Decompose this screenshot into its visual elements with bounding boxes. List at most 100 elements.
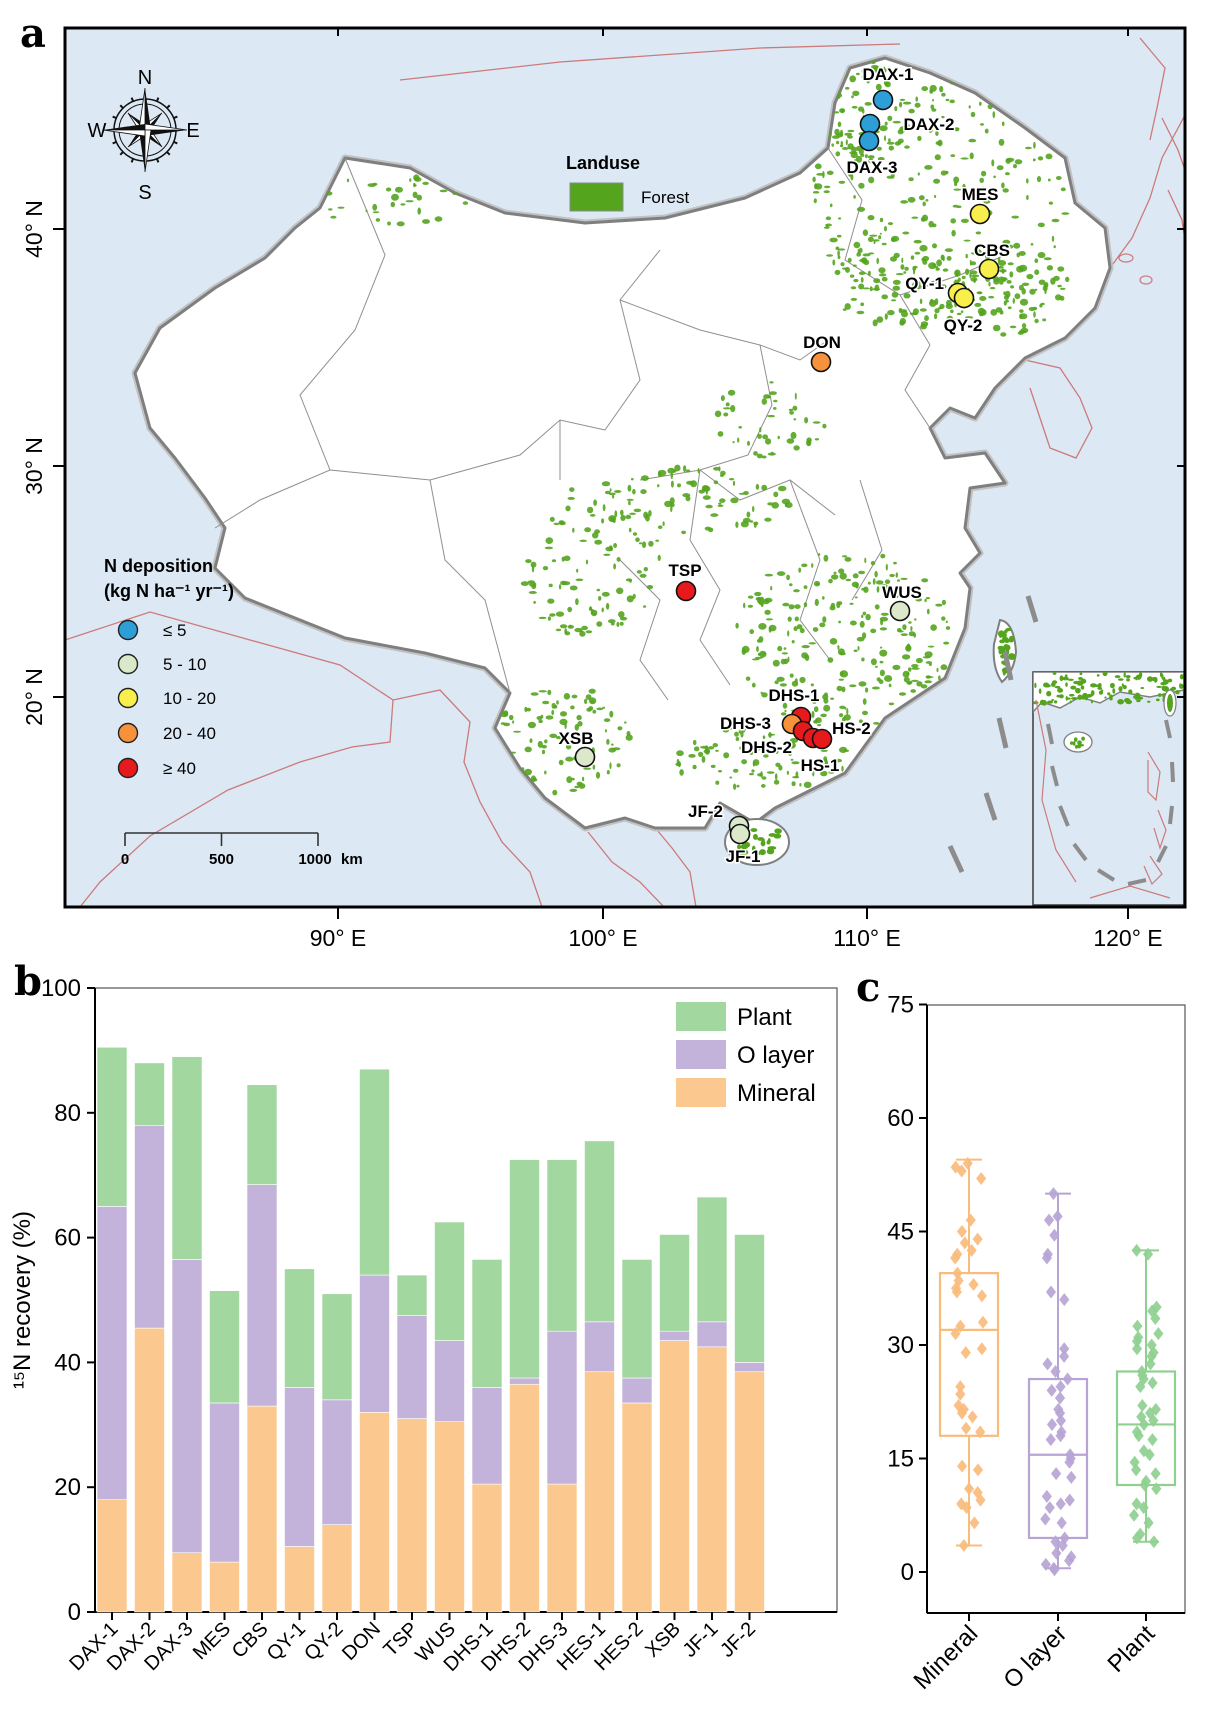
forest-patch bbox=[858, 570, 866, 575]
forest-patch bbox=[595, 771, 601, 779]
forest-patch bbox=[700, 745, 708, 749]
compass-n-label: N bbox=[138, 67, 152, 89]
forest-patch bbox=[839, 572, 847, 580]
forest-patch bbox=[840, 262, 845, 267]
forest-patch bbox=[571, 777, 575, 781]
forest-patch bbox=[1002, 188, 1009, 193]
forest-patch bbox=[830, 697, 834, 700]
forest-patch bbox=[822, 616, 827, 623]
forest-patch bbox=[793, 626, 798, 632]
forest-patch bbox=[743, 602, 746, 609]
scatter-point bbox=[1136, 1410, 1147, 1424]
scatter-point bbox=[1046, 1383, 1057, 1397]
forest-patch bbox=[913, 268, 916, 275]
forest-patch bbox=[548, 583, 553, 588]
forest-patch bbox=[1053, 275, 1060, 281]
forest-patch bbox=[853, 649, 858, 653]
forest-patch bbox=[735, 521, 739, 528]
forest-patch bbox=[538, 690, 547, 693]
forest-patch bbox=[1038, 279, 1046, 285]
forest-patch bbox=[736, 784, 740, 788]
forest-patch bbox=[839, 705, 846, 709]
forest-patch bbox=[823, 704, 831, 712]
forest-patch bbox=[413, 184, 417, 187]
forest-patch bbox=[761, 692, 768, 698]
site-marker-cbs bbox=[978, 258, 1000, 280]
scatter-point bbox=[1056, 1516, 1067, 1530]
forest-patch bbox=[910, 255, 915, 260]
forest-patch bbox=[409, 178, 412, 182]
forest-patch bbox=[864, 154, 868, 159]
scatter-point bbox=[1147, 1433, 1158, 1447]
forest-patch bbox=[894, 106, 898, 112]
forest-patch bbox=[766, 848, 775, 855]
site-marker-dax-3 bbox=[858, 130, 880, 152]
forest-patch bbox=[1006, 244, 1014, 249]
scatter-point bbox=[1040, 1512, 1051, 1526]
forest-patch bbox=[619, 616, 628, 621]
forest-patch bbox=[547, 598, 555, 604]
ndep-legend: N deposition (kg N ha⁻¹ yr⁻¹) ≤ 5 5 - 10… bbox=[104, 556, 234, 779]
inset-foreign-coastline bbox=[1153, 809, 1167, 850]
scatter-point bbox=[976, 1289, 988, 1303]
scatter-point bbox=[1051, 1546, 1062, 1560]
scatter-point bbox=[1132, 1319, 1143, 1333]
y-tick-label: 20 bbox=[54, 1474, 81, 1501]
forest-patch bbox=[880, 619, 884, 626]
scatter-point bbox=[1147, 1376, 1158, 1390]
bar-segment-plant bbox=[546, 1159, 578, 1332]
forest-patch bbox=[545, 537, 554, 544]
forest-patch bbox=[1046, 690, 1052, 697]
forest-patch bbox=[939, 85, 944, 93]
forest-patch bbox=[817, 724, 822, 727]
forest-patch bbox=[849, 75, 856, 83]
forest-patch bbox=[934, 154, 941, 161]
forest-patch bbox=[544, 739, 548, 744]
forest-patch bbox=[908, 621, 912, 624]
forest-patch bbox=[1014, 293, 1021, 300]
forest-patch bbox=[825, 216, 832, 221]
bar-segment-plant bbox=[621, 1259, 653, 1379]
scatter-point bbox=[1138, 1372, 1149, 1386]
forest-patch bbox=[988, 295, 995, 299]
forest-patch bbox=[710, 513, 719, 517]
bar-segment-plant bbox=[246, 1084, 278, 1185]
forest-patch bbox=[1033, 311, 1036, 318]
forest-patch bbox=[767, 452, 776, 456]
scatter-point bbox=[1066, 1550, 1077, 1564]
forest-patch bbox=[975, 249, 982, 257]
site-marker-mes bbox=[969, 203, 991, 225]
forest-patch bbox=[962, 183, 966, 191]
forest-patch bbox=[856, 636, 865, 642]
forest-patch bbox=[1112, 688, 1116, 694]
forest-patch bbox=[628, 527, 632, 533]
scatter-point bbox=[1148, 1414, 1159, 1428]
forest-patch bbox=[876, 316, 884, 323]
forest-patch bbox=[620, 514, 626, 522]
forest-patch bbox=[812, 176, 816, 183]
bar-segment-mineral bbox=[171, 1552, 203, 1613]
forest-patch bbox=[812, 421, 821, 424]
forest-patch bbox=[747, 440, 750, 446]
forest-patch bbox=[853, 278, 859, 283]
forest-patch bbox=[957, 277, 961, 283]
forest-patch bbox=[1060, 287, 1066, 290]
forest-patch bbox=[679, 769, 684, 776]
forest-patch bbox=[861, 75, 867, 79]
compass-rose: N E S W bbox=[88, 67, 200, 204]
forest-patch bbox=[838, 620, 841, 624]
forest-patch bbox=[579, 630, 586, 637]
forest-patch bbox=[961, 275, 966, 280]
forest-patch bbox=[999, 269, 1007, 273]
dash-line-segment bbox=[1050, 765, 1059, 787]
forest-patch bbox=[813, 706, 819, 713]
forest-patch bbox=[585, 559, 589, 565]
forest-patch bbox=[896, 628, 902, 633]
forest-patch bbox=[924, 315, 929, 322]
forest-patch bbox=[860, 277, 864, 283]
forest-patch bbox=[812, 770, 815, 777]
forest-patch bbox=[1009, 325, 1017, 329]
forest-swatch bbox=[569, 182, 624, 212]
province-border bbox=[619, 559, 669, 701]
forest-patch bbox=[860, 302, 865, 307]
